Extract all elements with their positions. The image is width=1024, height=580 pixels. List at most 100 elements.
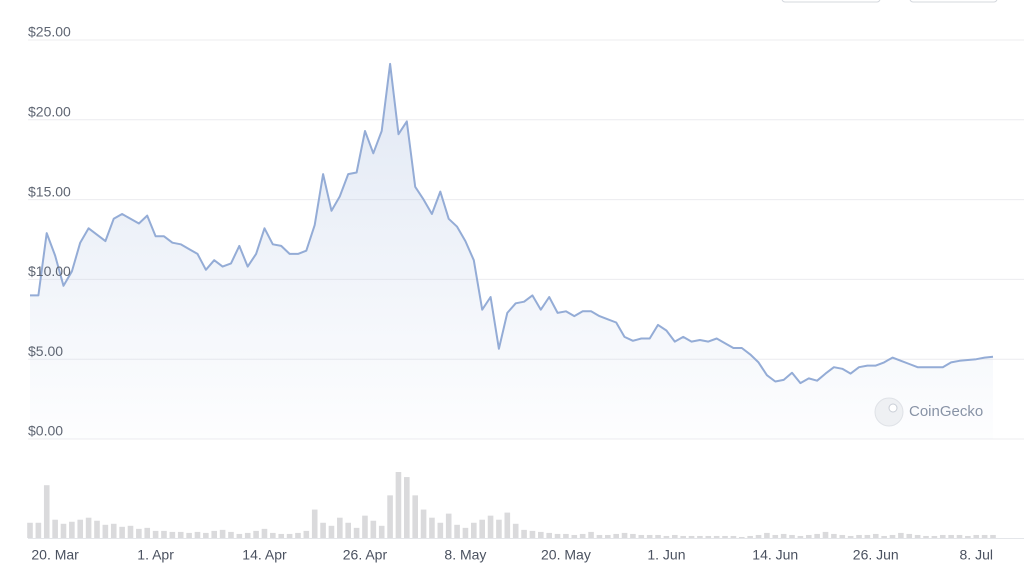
- volume-bar: [370, 520, 377, 538]
- volume-bar: [320, 522, 326, 538]
- volume-bar: [663, 535, 670, 538]
- volume-bar: [311, 509, 318, 538]
- volume-bar: [194, 531, 201, 538]
- volume-bar: [948, 534, 954, 538]
- volume-bar: [931, 535, 938, 538]
- x-tick-label: 14. Apr: [242, 547, 287, 563]
- volume-bar: [286, 533, 293, 538]
- volume-bar: [353, 527, 360, 538]
- volume-bar: [487, 515, 494, 538]
- volume-bar: [630, 533, 636, 538]
- volume-bar: [244, 532, 251, 538]
- y-tick-label: $5.00: [28, 343, 63, 359]
- volume-bar: [730, 535, 737, 538]
- volume-bar: [253, 530, 259, 538]
- volume-bar: [780, 533, 787, 538]
- volume-bar: [822, 531, 829, 538]
- volume-bar: [152, 530, 159, 538]
- volume-bar: [437, 522, 444, 538]
- x-tick-label: 20. May: [541, 547, 591, 563]
- y-tick-label: $20.00: [28, 104, 71, 120]
- volume-bar: [69, 521, 75, 538]
- x-tick-label: 14. Jun: [752, 547, 798, 563]
- x-tick-label: 8. Jul: [960, 547, 993, 563]
- x-tick-label: 8. May: [444, 547, 486, 563]
- x-tick-label: 1. Apr: [137, 547, 174, 563]
- y-tick-label: $25.00: [28, 24, 71, 40]
- volume-bar: [228, 531, 234, 538]
- volume-bar: [981, 534, 988, 538]
- volume-bar: [454, 524, 460, 538]
- watermark-logo: [874, 397, 904, 427]
- volume-bar: [621, 532, 628, 538]
- volume-bars: [27, 472, 1024, 539]
- volume-bar: [864, 534, 871, 538]
- range-button[interactable]: [909, 0, 998, 3]
- y-tick-label: $15.00: [28, 183, 71, 199]
- volume-bar: [404, 477, 410, 538]
- watermark: CoinGecko: [874, 397, 983, 427]
- volume-bar: [127, 525, 134, 538]
- volume-bar: [378, 525, 385, 538]
- x-tick-label: 1. Jun: [647, 547, 685, 563]
- volume-bar: [345, 522, 352, 538]
- volume-bar: [177, 531, 184, 538]
- volume-bar: [805, 534, 812, 538]
- volume-bar: [512, 523, 519, 538]
- volume-bar: [94, 520, 100, 538]
- volume-bar: [211, 530, 218, 538]
- volume-bar: [755, 534, 762, 538]
- volume-bar: [722, 535, 728, 538]
- x-tick-label: 26. Jun: [853, 547, 899, 563]
- volume-bar: [747, 535, 753, 538]
- volume-bar: [546, 532, 552, 538]
- volume-bar: [504, 512, 511, 538]
- range-button[interactable]: [781, 0, 881, 3]
- y-tick-label: $10.00: [28, 263, 71, 279]
- volume-bar: [136, 528, 142, 538]
- volume-bar: [923, 535, 929, 538]
- volume-bar: [973, 534, 980, 538]
- volume-bar: [538, 531, 544, 538]
- volume-bar: [797, 535, 804, 538]
- volume-bar: [939, 534, 946, 538]
- volume-bar: [420, 509, 427, 538]
- volume-bar: [571, 534, 578, 538]
- axis-labels: $0.00 $5.00 $10.00 $15.00 $20.00 $25.00 20. Ma…: [28, 24, 993, 563]
- volume-bar: [43, 485, 50, 538]
- volume-bar: [186, 532, 192, 538]
- y-tick-label: $0.00: [28, 423, 63, 439]
- volume-bar: [881, 535, 887, 538]
- volume-bar: [412, 495, 418, 538]
- volume-bar: [337, 517, 343, 538]
- volume-bar: [588, 531, 594, 538]
- volume-bar: [839, 534, 846, 538]
- volume-bar: [471, 522, 477, 538]
- volume-bar: [462, 527, 469, 538]
- volume-bar: [906, 533, 913, 538]
- volume-bar: [261, 528, 268, 538]
- volume-bar: [697, 535, 703, 538]
- volume-bar: [764, 532, 770, 538]
- volume-bar: [638, 534, 645, 538]
- volume-bar: [35, 522, 42, 538]
- volume-bar: [144, 527, 151, 538]
- volume-bar: [814, 533, 820, 538]
- volume-bar: [60, 523, 67, 538]
- volume-bar: [605, 534, 611, 538]
- volume-bar: [579, 533, 586, 538]
- volume-bar: [445, 513, 452, 538]
- volume-bar: [52, 519, 58, 538]
- volume-bar: [236, 533, 243, 538]
- volume-bar: [965, 535, 971, 538]
- volume-bar: [203, 532, 209, 538]
- volume-bar: [328, 525, 335, 538]
- volume-bar: [898, 532, 904, 538]
- volume-bar: [77, 519, 84, 538]
- volume-bar: [847, 535, 854, 538]
- volume-bar: [169, 531, 176, 538]
- volume-bar: [303, 530, 310, 538]
- price-line: [30, 62, 994, 385]
